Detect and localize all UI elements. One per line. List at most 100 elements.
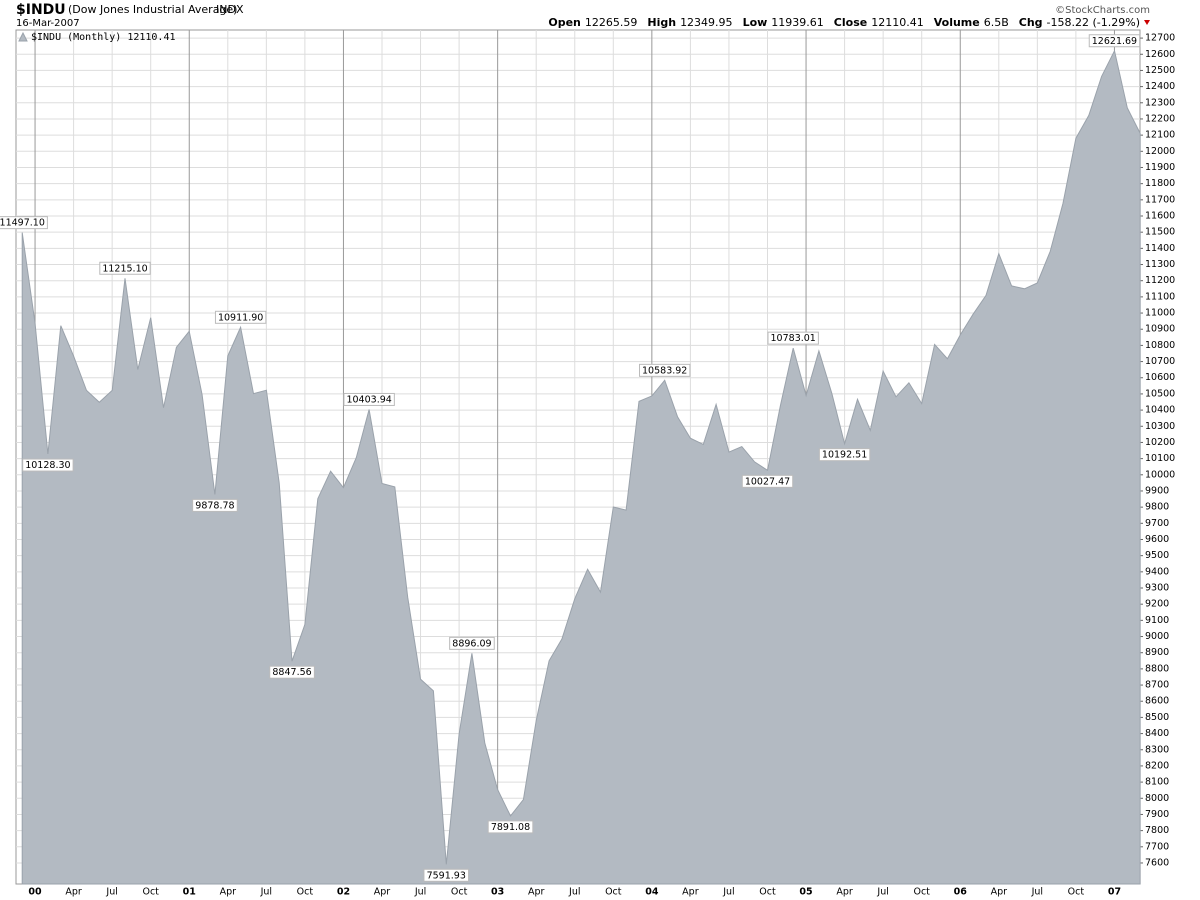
y-tick-label: 12700 [1145,33,1175,44]
data-label-box [269,665,315,679]
data-label-box [343,392,395,406]
data-label-text: 7891.08 [491,822,530,833]
y-tick-label: 10000 [1145,469,1175,480]
y-tick-label: 11900 [1145,162,1175,173]
quote-key: Open [548,16,581,29]
y-tick-label: 9300 [1145,583,1169,594]
x-tick-label: Oct [759,887,776,898]
y-tick-label: 7700 [1145,841,1169,852]
y-tick-label: 10700 [1145,356,1175,367]
data-label-box [1088,34,1141,48]
data-label-text: 9878.78 [195,500,234,511]
x-tick-label: Oct [297,887,314,898]
x-tick-label: 00 [28,887,42,898]
exchange: INDX [216,3,244,16]
data-label: 10583.92 [639,363,691,377]
x-tick-label: 07 [1108,887,1121,898]
y-tick-label: 10300 [1145,421,1175,432]
y-tick-label: 12100 [1145,130,1175,141]
y-tick-label: 11200 [1145,275,1175,286]
data-label-box [214,310,267,324]
data-label-text: 8896.09 [452,638,491,649]
data-label-text: 10192.51 [822,450,867,461]
x-tick-label: Apr [220,887,237,898]
y-tick-label: 10400 [1145,405,1175,416]
y-tick-label: 12400 [1145,81,1175,92]
data-label-box [0,216,48,230]
y-tick-label: 9000 [1145,631,1169,642]
date: 16-Mar-2007 [16,18,80,29]
quote-key: Close [834,16,867,29]
y-tick-label: 9800 [1145,502,1169,513]
quote-value: 6.5B [984,16,1009,29]
x-tick-label: 05 [799,887,812,898]
data-label: 10128.30 [22,458,74,472]
x-tick-label: 02 [337,887,350,898]
y-tick-label: 8700 [1145,680,1169,691]
quote-key: Chg [1019,16,1043,29]
x-tick-label: Apr [991,887,1008,898]
y-tick-label: 10900 [1145,324,1175,335]
y-tick-label: 9900 [1145,485,1169,496]
data-label: 7591.93 [423,868,470,882]
y-tick-label: 12000 [1145,146,1175,157]
y-tick-label: 11600 [1145,211,1175,222]
data-label-text: 11497.10 [0,218,45,229]
quote-value: 11939.61 [771,16,824,29]
data-label: 9878.78 [192,498,238,512]
data-label-box [192,498,238,512]
y-tick-label: 11500 [1145,227,1175,238]
y-tick-label: 11100 [1145,291,1175,302]
y-tick-label: 10500 [1145,388,1175,399]
y-tick-label: 9100 [1145,615,1169,626]
data-label-text: 12621.69 [1092,36,1137,47]
index-name: (Dow Jones Industrial Average) [68,3,237,16]
y-tick-label: 9600 [1145,534,1169,545]
x-tick-label: Apr [65,887,82,898]
y-tick-label: 10600 [1145,372,1175,383]
legend-icon [18,31,28,42]
data-label: 11215.10 [99,261,151,275]
data-label-text: 10128.30 [25,460,70,471]
data-label: 10192.51 [818,448,871,462]
data-label-text: 10027.47 [745,476,790,487]
data-label: 12621.69 [1088,34,1141,48]
data-label-box [449,636,495,650]
x-tick-label: 04 [645,887,659,898]
x-tick-label: Apr [374,887,391,898]
y-tick-label: 11800 [1145,178,1175,189]
y-tick-label: 7900 [1145,809,1169,820]
y-tick-label: 10800 [1145,340,1175,351]
data-label: 8896.09 [449,636,495,650]
y-tick-label: 8400 [1145,728,1169,739]
y-tick-label: 11700 [1145,194,1175,205]
data-label-text: 11215.10 [102,263,147,274]
data-label-text: 10403.94 [346,394,391,405]
data-label-box [22,458,74,472]
x-tick-label: Apr [528,887,545,898]
y-tick-label: 8900 [1145,647,1169,658]
y-tick-label: 9400 [1145,566,1169,577]
x-tick-label: Jul [876,887,888,898]
x-tick-label: Apr [836,887,853,898]
symbol: $INDU [16,2,66,18]
y-tick-label: 11000 [1145,308,1175,319]
source: ©StockCharts.com [1055,5,1150,16]
data-label: 10783.01 [767,331,819,345]
x-tick-label: Oct [142,887,159,898]
data-label-text: 8847.56 [272,667,311,678]
x-tick-label: Oct [913,887,930,898]
y-tick-label: 11400 [1145,243,1175,254]
y-tick-label: 7800 [1145,825,1169,836]
data-label: 8847.56 [269,665,315,679]
data-label-box [767,331,819,345]
x-tick-label: 06 [954,887,968,898]
x-tick-label: Jul [722,887,734,898]
y-tick-label: 10200 [1145,437,1175,448]
data-label-box [99,261,151,275]
x-tick-label: Jul [568,887,580,898]
data-label: 10911.90 [214,310,267,324]
y-tick-label: 9500 [1145,550,1169,561]
data-label: 11497.10 [0,216,48,230]
